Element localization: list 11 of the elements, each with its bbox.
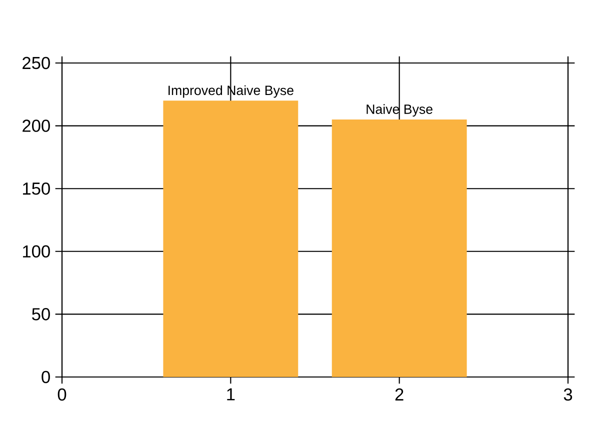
y-tick-label: 100 [23, 245, 50, 258]
y-tick-label: 200 [22, 120, 50, 132]
x-tick-label: 1 [227, 388, 235, 400]
y-tick-label: 250 [22, 56, 50, 70]
y-tick-label: 150 [23, 182, 50, 195]
x-tick-label: 0 [58, 388, 66, 401]
x-tick-label: 2 [395, 388, 404, 400]
y-tick-label: 50 [32, 308, 50, 320]
annotation: Naive Byse [366, 104, 432, 117]
x-tick-label: 3 [564, 388, 572, 401]
y-tick-label: 0 [42, 370, 50, 384]
